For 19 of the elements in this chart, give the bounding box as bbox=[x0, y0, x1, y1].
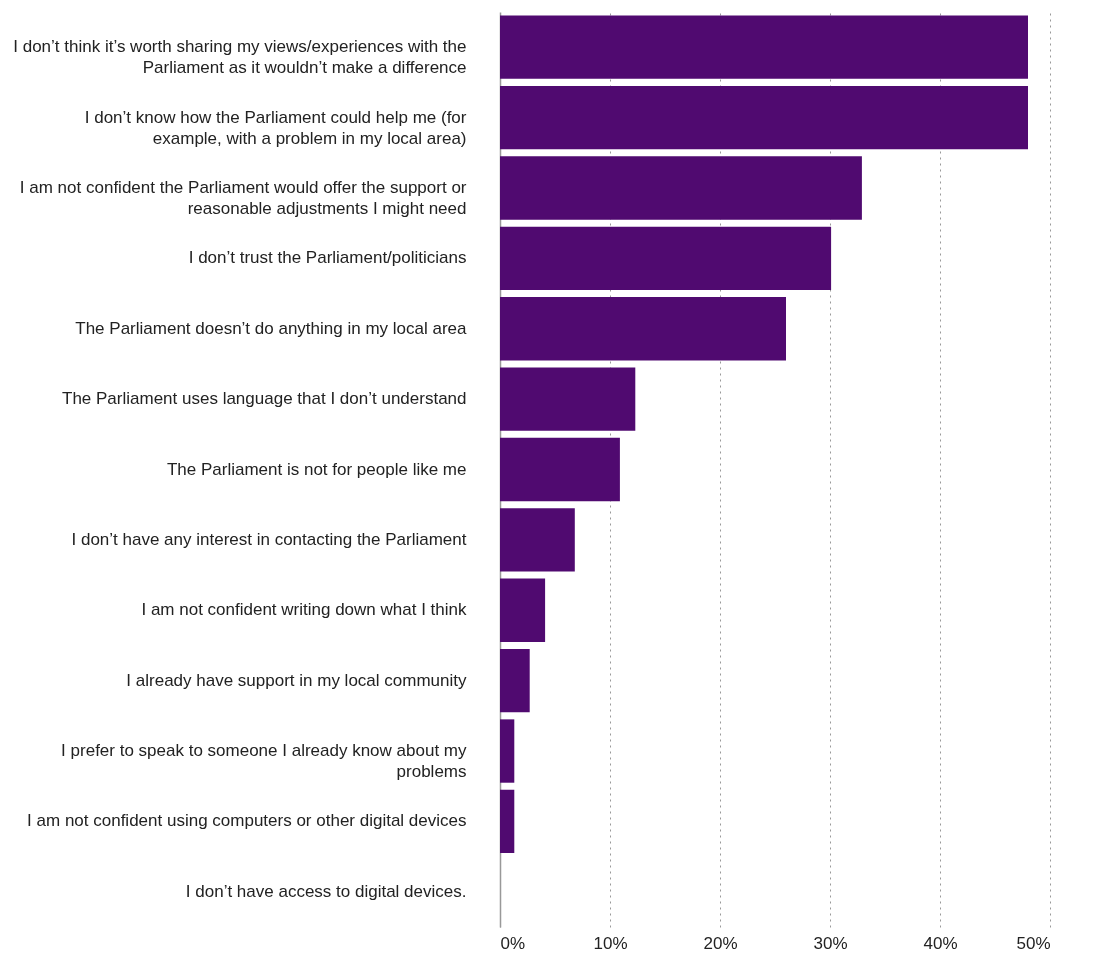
y-tick-label: I don’t trust the Parliament/politicians bbox=[188, 248, 467, 268]
y-tick-label: I am not confident the Parliament would offer the support or reasonable adjustments I might need bbox=[19, 177, 467, 218]
x-tick-label: 40% bbox=[923, 933, 958, 953]
x-tick-label: 30% bbox=[813, 933, 848, 953]
y-tick-label: The Parliament is not for people like me bbox=[166, 459, 467, 479]
y-tick-label: I already have support in my local community bbox=[126, 670, 467, 690]
y-tick-label: The Parliament uses language that I don’t understand bbox=[62, 389, 467, 409]
x-tick-label: 10% bbox=[593, 933, 628, 953]
x-tick-label: 50% bbox=[1016, 933, 1051, 953]
y-tick-label: I don’t know how the Parliament could help me (for example, with a problem in my local area) bbox=[84, 107, 467, 148]
y-tick-label: I am not confident using computers or other digital devices bbox=[27, 811, 467, 831]
x-tick-label: 0% bbox=[500, 933, 526, 953]
x-tick-label: 20% bbox=[703, 933, 738, 953]
y-tick-label: I don’t think it’s worth sharing my views/experiences with the Parliament as it wouldn’t make a difference bbox=[13, 37, 467, 78]
y-tick-label: The Parliament doesn’t do anything in my local area bbox=[75, 318, 468, 338]
y-tick-label: I am not confident writing down what I think bbox=[141, 600, 467, 620]
y-tick-label: I prefer to speak to someone I already know about my problems bbox=[61, 741, 467, 782]
y-tick-label: I don’t have access to digital devices. bbox=[185, 881, 467, 901]
y-tick-label: I don’t have any interest in contacting the Parliament bbox=[71, 529, 467, 549]
